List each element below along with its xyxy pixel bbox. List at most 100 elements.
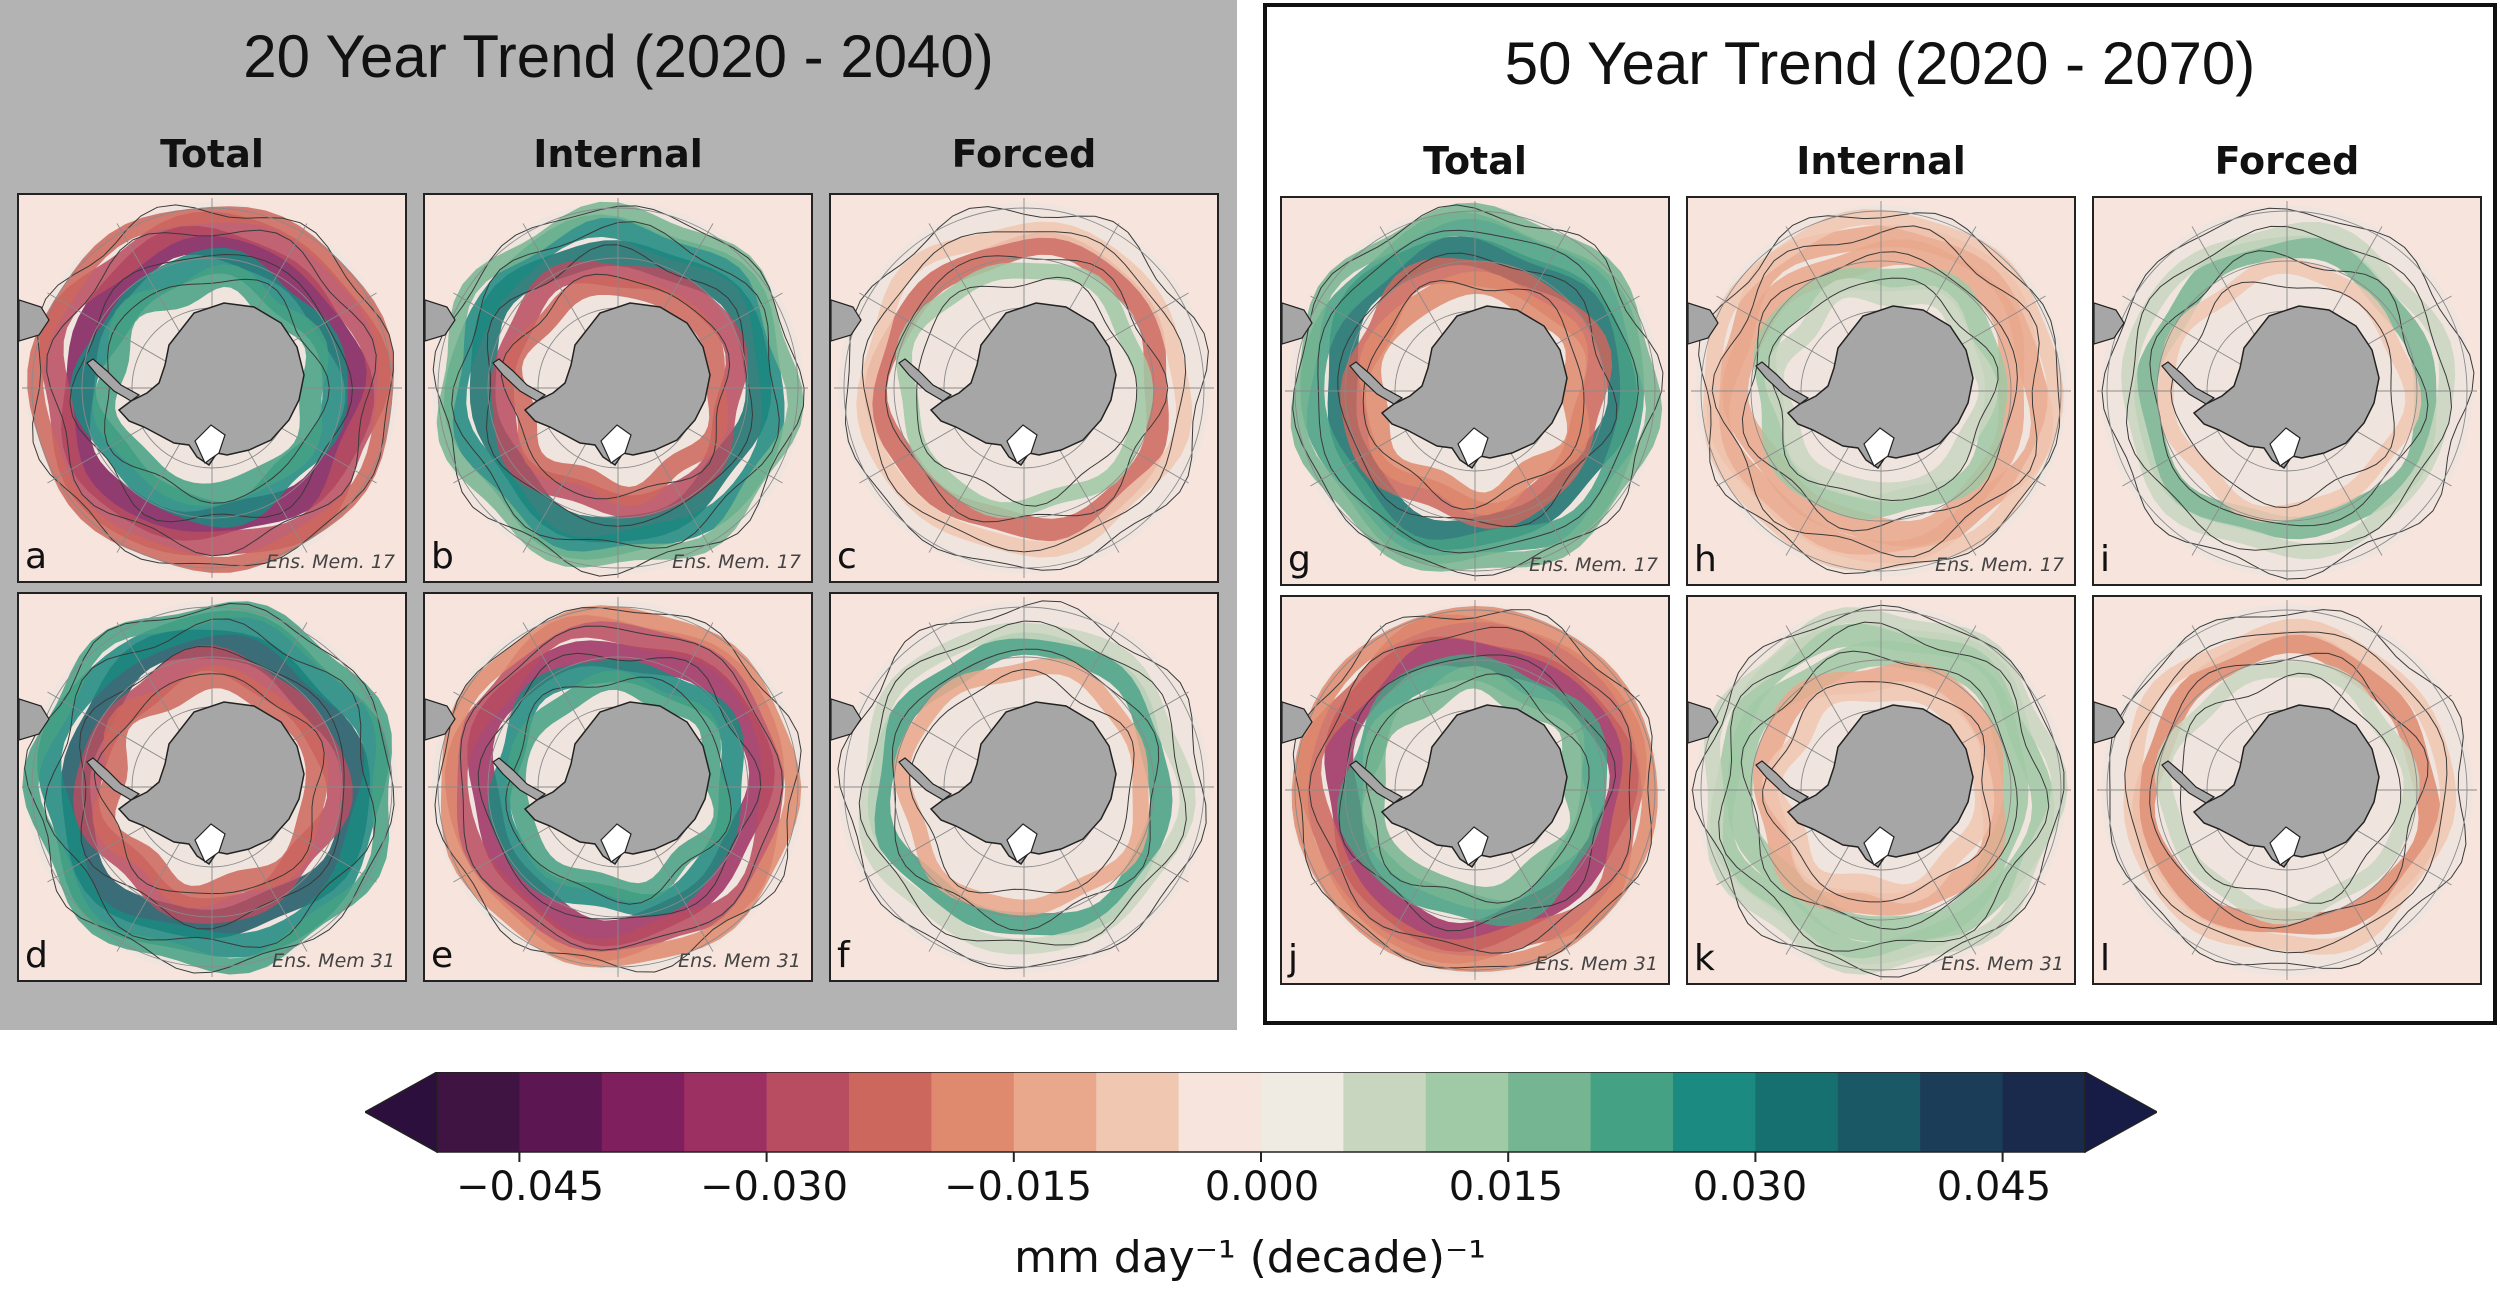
polar-map [2094,198,2480,584]
south-america-landmass [425,299,456,342]
ice-shelf [2269,826,2301,866]
south-america-landmass [2094,701,2125,744]
south-america-landmass [1688,302,1719,345]
panel-label: b [431,536,454,577]
colorbar-swatch [1178,1072,1262,1152]
map-panel-c: c [829,193,1219,583]
group-50-year: 50 Year Trend (2020 - 2070) Total Intern… [1263,3,2497,1025]
colorbar-extend-high [2084,1072,2157,1154]
colorbar-swatch [519,1072,603,1152]
ice-shelf [1457,826,1489,866]
column-header-forced: Forced [2214,139,2360,183]
polar-map [831,594,1217,980]
antarctic-peninsula [2161,361,2216,405]
map-panel-a: a Ens. Mem. 17 [17,193,407,583]
panel-label: a [25,536,48,577]
column-header-internal: Internal [533,132,703,176]
colorbar-tick: −0.030 [699,1164,849,1210]
antarctic-peninsula [86,757,141,801]
map-panel-e: e Ens. Mem 31 [423,592,813,982]
map-panel-f: f [829,592,1219,982]
ice-shelf [194,424,226,464]
antarctic-peninsula [492,757,547,801]
ice-shelf [1863,826,1895,866]
colorbar-swatch [1508,1072,1592,1152]
map-panel-g: g Ens. Mem. 17 [1280,196,1670,586]
south-america-landmass [1282,701,1313,744]
colorbar [365,1072,2157,1162]
colorbar-swatch [1755,1072,1839,1152]
polar-map [2094,597,2480,983]
south-america-landmass [2094,302,2125,345]
polar-map [1282,597,1668,983]
antarctic-peninsula [492,358,547,402]
group-20-year: 20 Year Trend (2020 - 2040) Total Intern… [0,0,1237,1030]
antarctic-peninsula [1755,361,1810,405]
antarctica-landmass [1380,305,1568,470]
colorbar-swatch [1590,1072,1674,1152]
colorbar-swatch [849,1072,932,1152]
colorbar-swatch [1013,1072,1097,1152]
colorbar-swatch [684,1072,768,1152]
polar-map [1688,198,2074,584]
colorbar-extend-low [365,1072,438,1154]
colorbar-tick: −0.015 [943,1164,1093,1210]
colorbar-swatch [931,1072,1015,1152]
antarctic-peninsula [898,358,953,402]
south-america-landmass [19,299,50,342]
antarctic-peninsula [86,358,141,402]
antarctica-landmass [1380,704,1568,869]
map-panel-d: d Ens. Mem 31 [17,592,407,982]
ensemble-member-label: Ens. Mem 31 [1535,953,1658,975]
ice-shelf [1457,427,1489,467]
colorbar-swatch [601,1072,685,1152]
colorbar-swatch [1920,1072,2004,1152]
south-america-landmass [425,698,456,741]
polar-map [425,594,811,980]
ice-shelf [1863,427,1895,467]
colorbar-tick: 0.015 [1448,1164,1564,1210]
south-america-landmass [831,299,862,342]
antarctica-landmass [1786,704,1974,869]
panel-label: l [2100,938,2111,979]
group-title: 50 Year Trend (2020 - 2070) [1504,30,2256,97]
map-panel-l: l [2092,595,2482,985]
polar-map [1688,597,2074,983]
panel-label: k [1694,938,1715,979]
ensemble-member-label: Ens. Mem. 17 [1935,554,2064,576]
ensemble-member-label: Ens. Mem 31 [678,950,801,972]
panel-label: f [837,935,850,976]
map-panel-h: h Ens. Mem. 17 [1686,196,2076,586]
ice-shelf [194,823,226,863]
column-header-total: Total [160,132,264,176]
colorbar-swatch [437,1072,520,1152]
map-panel-k: k Ens. Mem 31 [1686,595,2076,985]
polar-map [425,195,811,581]
antarctica-landmass [929,701,1117,866]
ensemble-member-label: Ens. Mem 31 [1941,953,2064,975]
panel-label: c [837,536,857,577]
south-america-landmass [19,698,50,741]
ice-shelf [600,424,632,464]
colorbar-swatch [1673,1072,1756,1152]
south-america-landmass [1688,701,1719,744]
ice-shelf [600,823,632,863]
antarctica-landmass [117,701,305,866]
column-header-forced: Forced [951,132,1097,176]
colorbar-swatch [1261,1072,1344,1152]
antarctica-landmass [117,302,305,467]
colorbar-swatch [766,1072,850,1152]
antarctica-landmass [523,701,711,866]
antarctic-peninsula [2161,760,2216,804]
polar-map [19,195,405,581]
colorbar-tick: 0.030 [1692,1164,1808,1210]
panel-label: d [25,935,48,976]
colorbar-swatch [2002,1072,2086,1152]
polar-map [1282,198,1668,584]
antarctic-peninsula [1349,361,1404,405]
colorbar-label: mm day⁻¹ (decade)⁻¹ [1014,1232,1486,1283]
column-header-internal: Internal [1796,139,1966,183]
polar-map [19,594,405,980]
ice-shelf [1006,823,1038,863]
colorbar-swatch [1343,1072,1427,1152]
